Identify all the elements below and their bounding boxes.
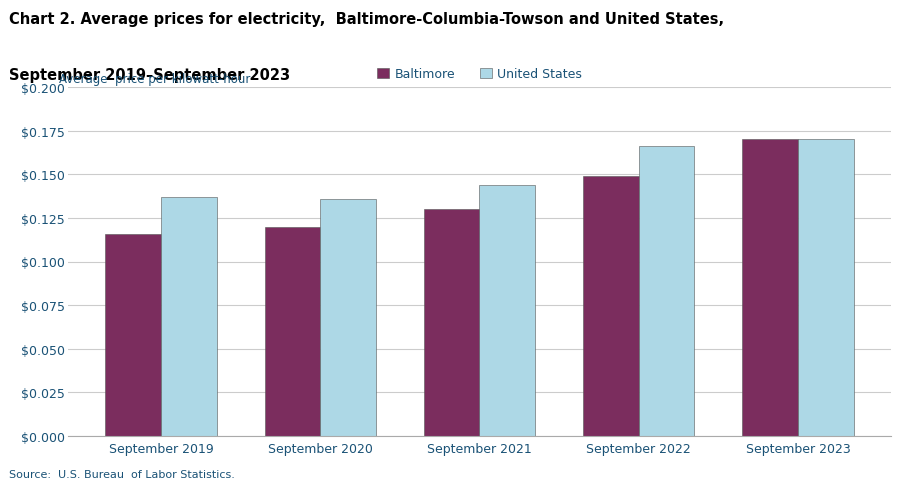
Bar: [742, 140, 798, 436]
Text: Average  price per kilowatt-hour: Average price per kilowatt-hour: [59, 73, 250, 85]
Text: Chart 2. Average prices for electricity,  Baltimore-Columbia-Towson and United S: Chart 2. Average prices for electricity,…: [9, 12, 724, 27]
Bar: [161, 197, 217, 436]
Bar: [583, 177, 639, 436]
Bar: [798, 140, 853, 436]
Bar: [265, 227, 321, 436]
Bar: [423, 210, 479, 436]
Bar: [321, 199, 376, 436]
Bar: [479, 185, 535, 436]
Text: Source:  U.S. Bureau  of Labor Statistics.: Source: U.S. Bureau of Labor Statistics.: [9, 469, 235, 479]
Bar: [105, 234, 161, 436]
Text: September 2019–September 2023: September 2019–September 2023: [9, 68, 290, 83]
Legend: Baltimore, United States: Baltimore, United States: [377, 68, 582, 81]
Bar: [639, 147, 695, 436]
